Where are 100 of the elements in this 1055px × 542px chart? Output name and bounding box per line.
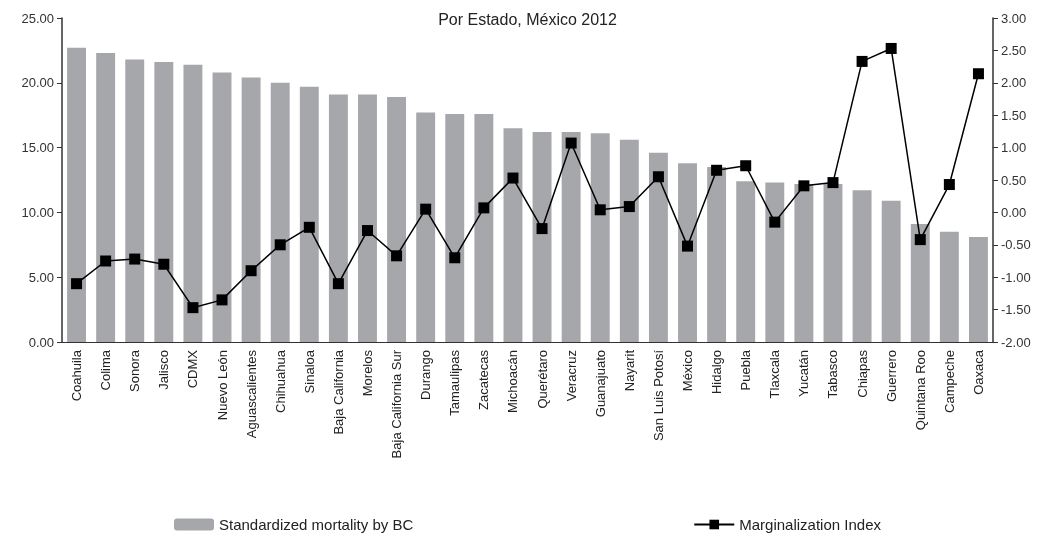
bar [503,128,523,342]
point [71,278,83,290]
x-tick-label: Hidalgo [709,350,725,395]
point [478,202,490,214]
x-tick-label: Campeche [941,350,957,413]
bar [212,72,232,342]
bar [125,59,145,342]
y2-tick-label: 0.50 [1001,172,1027,188]
point [972,68,984,80]
point [885,42,897,54]
x-tick-label: Chiapas [854,349,870,398]
bar [561,132,581,342]
y-tick-label: 10.00 [21,204,54,220]
x-tick-label: Tlaxcala [767,349,783,399]
x-tick-label: Zacatecas [476,349,492,410]
point [129,253,141,265]
legend-label: Standardized mortality by BC [219,516,414,533]
x-tick-label: Puebla [738,349,754,391]
y2-tick-label: -0.50 [1001,237,1031,253]
point [158,258,170,270]
y-tick-label: 20.00 [21,75,54,91]
bar [678,163,697,342]
x-tick-label: México [680,350,696,392]
point [332,278,344,290]
point [769,216,781,228]
bar [881,200,901,342]
point [798,180,810,192]
x-tick-label: Sinaloa [301,349,317,394]
bar [648,152,668,342]
bar [823,183,843,342]
y2-tick-label: -2.00 [1001,334,1031,350]
bar [794,183,814,342]
point [391,250,403,262]
x-tick-label: San Luis Potosí [650,349,666,442]
bar [619,139,639,342]
x-tick-label: Guanajuato [592,350,608,418]
x-tick-label: Oaxaca [970,349,986,395]
bar [183,64,203,342]
x-tick-label: Jalisco [156,350,172,390]
bar [939,231,959,342]
bar [532,132,552,342]
x-tick-label: Durango [418,350,434,400]
point [274,239,286,251]
point [711,164,723,176]
y-tick-label: 25.00 [21,10,54,26]
x-tick-label: Morelos [359,349,375,397]
bar [736,181,756,342]
x-tick-label: CDMX [185,349,201,389]
y2-tick-label: 2.50 [1001,42,1027,58]
bar [765,182,785,342]
point [303,221,315,233]
point [623,201,635,213]
point [361,225,373,237]
x-tick-label: Sonora [127,349,143,392]
x-tick-label: Michoacán [505,350,521,413]
bar [67,47,86,342]
bar [416,112,436,342]
bar [358,94,377,342]
x-tick-label: Colima [98,349,114,391]
x-tick-label: Quintana Roo [912,350,928,431]
x-tick-label: Nuevo León [214,350,230,421]
bar [707,167,727,342]
y2-tick-label: 1.50 [1001,107,1027,123]
bar [270,82,290,342]
bar [852,190,872,342]
point [914,234,926,246]
x-tick-label: Nayarit [621,349,637,392]
y2-tick-label: 0.00 [1001,204,1027,220]
point [740,160,752,172]
bar [474,113,494,342]
point [594,204,606,216]
x-tick-label: Aguascalientes [243,349,259,439]
x-tick-label: Tabasco [825,350,841,399]
point [943,179,955,191]
point [216,294,228,306]
point [682,240,694,252]
y2-tick-label: 2.00 [1001,75,1027,91]
point [827,177,839,189]
x-tick-label: Coahuila [69,349,85,402]
y-tick-label: 0.00 [28,334,54,350]
x-tick-label: Baja California Sur [389,349,405,459]
point [652,171,664,183]
chart-title: Por Estado, México 2012 [438,10,617,28]
bar [445,113,465,342]
bar [241,77,261,342]
bar [154,62,174,342]
y-tick-label: 15.00 [21,140,54,156]
y2-tick-label: 1.00 [1001,140,1027,156]
x-tick-label: Yucatán [796,350,812,397]
x-tick-label: Guerrero [883,350,899,403]
point [856,55,868,67]
x-tick-label: Tamaulipas [447,349,463,416]
point [420,203,432,215]
bar [590,133,610,342]
y2-tick-label: -1.50 [1001,302,1031,318]
bar [299,86,319,342]
legend-label: Marginalization Index [739,516,882,533]
x-tick-label: Chihuahua [272,349,288,413]
y2-tick-label: -1.00 [1001,269,1031,285]
bar [96,52,116,342]
